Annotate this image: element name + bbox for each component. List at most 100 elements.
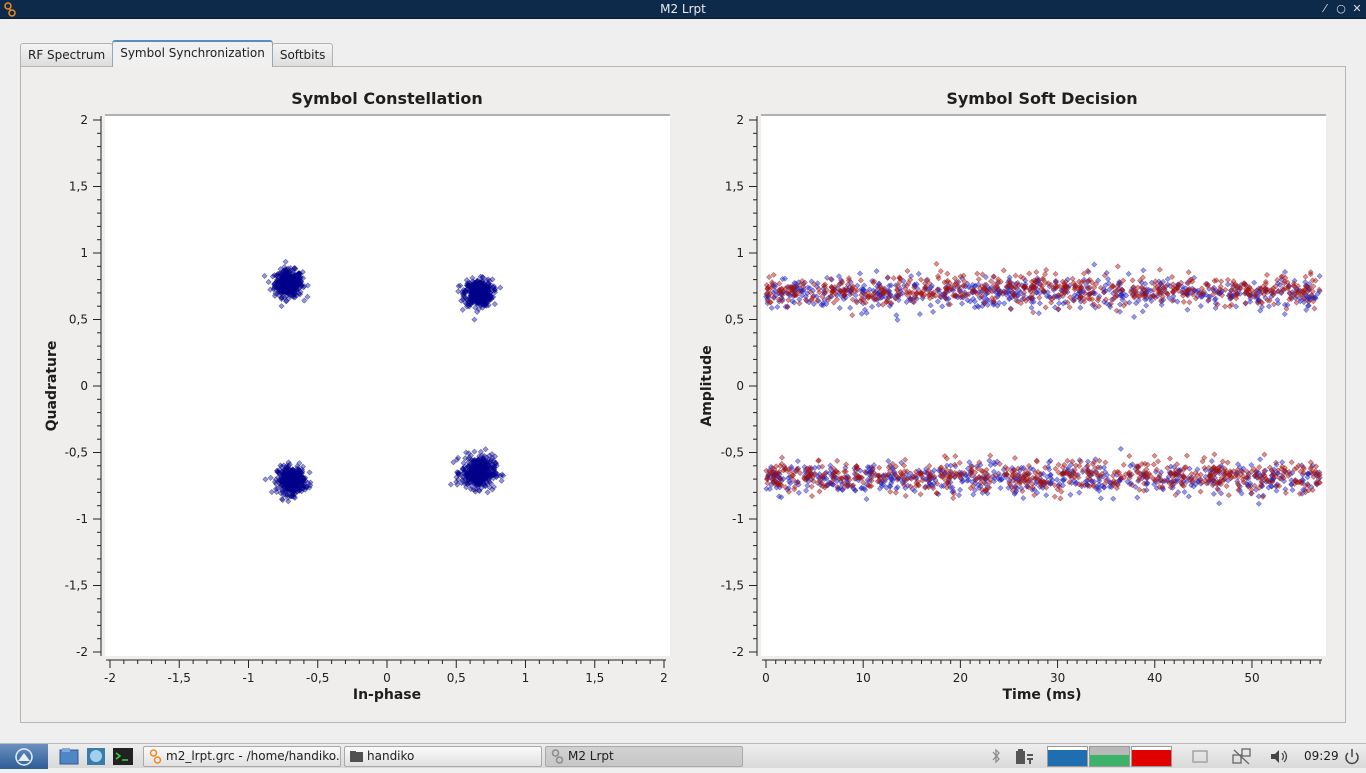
data-point [497,284,504,291]
tab-bar: RF Spectrum Symbol Synchronization Softb… [20,40,334,67]
data-point [1225,292,1232,299]
data-point [287,273,294,280]
start-menu-button[interactable] [0,744,48,769]
y-tick-label: 1 [80,246,88,260]
data-point [289,468,296,475]
data-point [477,283,484,290]
lubuntu-logo-icon [15,748,33,766]
data-point [454,481,461,488]
taskbar-item-grc[interactable]: m2_lrpt.grc - /home/handiko... [143,746,341,767]
data-point [1129,284,1137,291]
data-point [274,284,281,291]
x-axis: -2 -1,5 -1 -0,5 0 0,5 1 1,5 2 [104,659,668,685]
data-point [484,489,491,496]
data-point [284,469,291,476]
data-point [990,273,997,280]
bluetooth-icon[interactable] [988,746,1004,767]
data-point [1142,280,1149,287]
data-point [770,294,777,302]
data-point [486,452,493,459]
data-point [485,297,492,304]
data-point [261,272,268,279]
data-point [280,462,287,469]
data-point [846,291,853,298]
data-point [852,292,859,299]
data-point [920,475,927,482]
taskbar-item-m2-lrpt[interactable]: M2 Lrpt [545,746,743,767]
data-point [1262,467,1269,474]
data-point [491,301,498,308]
power-icon[interactable] [1342,746,1362,767]
data-point [465,476,473,483]
memory-monitor[interactable] [1089,746,1130,767]
data-point [457,282,464,289]
data-point [1212,305,1219,312]
monitor-fill [1090,754,1129,766]
data-point [288,277,295,284]
y-tick-label: 2 [736,113,744,127]
tab-rf-spectrum[interactable]: RF Spectrum [20,43,114,67]
x-tick-label: 20 [953,671,968,685]
data-point [467,452,475,459]
data-point [985,284,992,292]
data-point [487,289,494,296]
data-point [458,479,465,487]
volume-icon[interactable] [1268,746,1290,767]
data-point [1052,304,1059,311]
network-icon[interactable] [1230,746,1254,767]
data-point [490,283,497,290]
data-point [996,299,1003,306]
browser-icon[interactable] [85,746,107,767]
data-point [988,298,995,305]
file-manager-icon[interactable] [58,746,80,767]
data-point [285,498,292,505]
data-point [272,476,279,483]
data-point [262,476,269,483]
monitor-fill [1132,749,1171,766]
data-point [1056,300,1063,307]
minimize-icon[interactable]: ⁄ [1324,2,1326,15]
data-point [1006,295,1013,302]
terminal-icon[interactable] [112,746,134,767]
y-tick-label: 1,5 [69,180,88,194]
data-point [1292,295,1299,302]
tab-softbits[interactable]: Softbits [271,43,334,67]
close-icon[interactable]: ✕ [1352,2,1362,15]
data-point [1287,294,1294,301]
data-point [481,288,488,295]
data-point [485,280,492,287]
title-bar: M2 Lrpt ⁄ ○ ✕ [0,0,1366,19]
data-point [268,489,275,496]
data-point [815,297,822,304]
tab-symbol-synchronization[interactable]: Symbol Synchronization [112,40,273,67]
data-point [472,488,479,495]
data-point [781,275,789,282]
network-monitor[interactable] [1131,746,1172,767]
data-point [280,472,287,479]
data-point [806,285,813,292]
data-point [858,286,865,293]
data-point [1316,273,1323,280]
data-point [1251,279,1258,286]
taskbar-item-handiko[interactable]: handiko [344,746,542,767]
data-point [477,475,484,482]
maximize-icon[interactable]: ○ [1336,2,1346,15]
data-point [491,471,498,479]
plot-canvas [105,114,670,656]
removable-media-icon[interactable] [1190,746,1210,767]
x-tick-label: 0 [762,671,770,685]
data-point [477,459,484,466]
data-point [478,475,485,482]
cpu-monitor[interactable] [1047,746,1088,767]
plot-canvas [761,114,1326,656]
data-point [983,290,990,297]
y-tick-label: -0,5 [721,446,744,460]
data-point [293,482,300,489]
data-point [484,291,491,298]
data-point [1102,282,1109,289]
data-point [1170,293,1177,300]
data-point [1135,297,1142,304]
battery-power-icon[interactable] [1013,746,1037,767]
data-point [847,304,854,311]
clock[interactable]: 09:29 [1304,749,1339,763]
